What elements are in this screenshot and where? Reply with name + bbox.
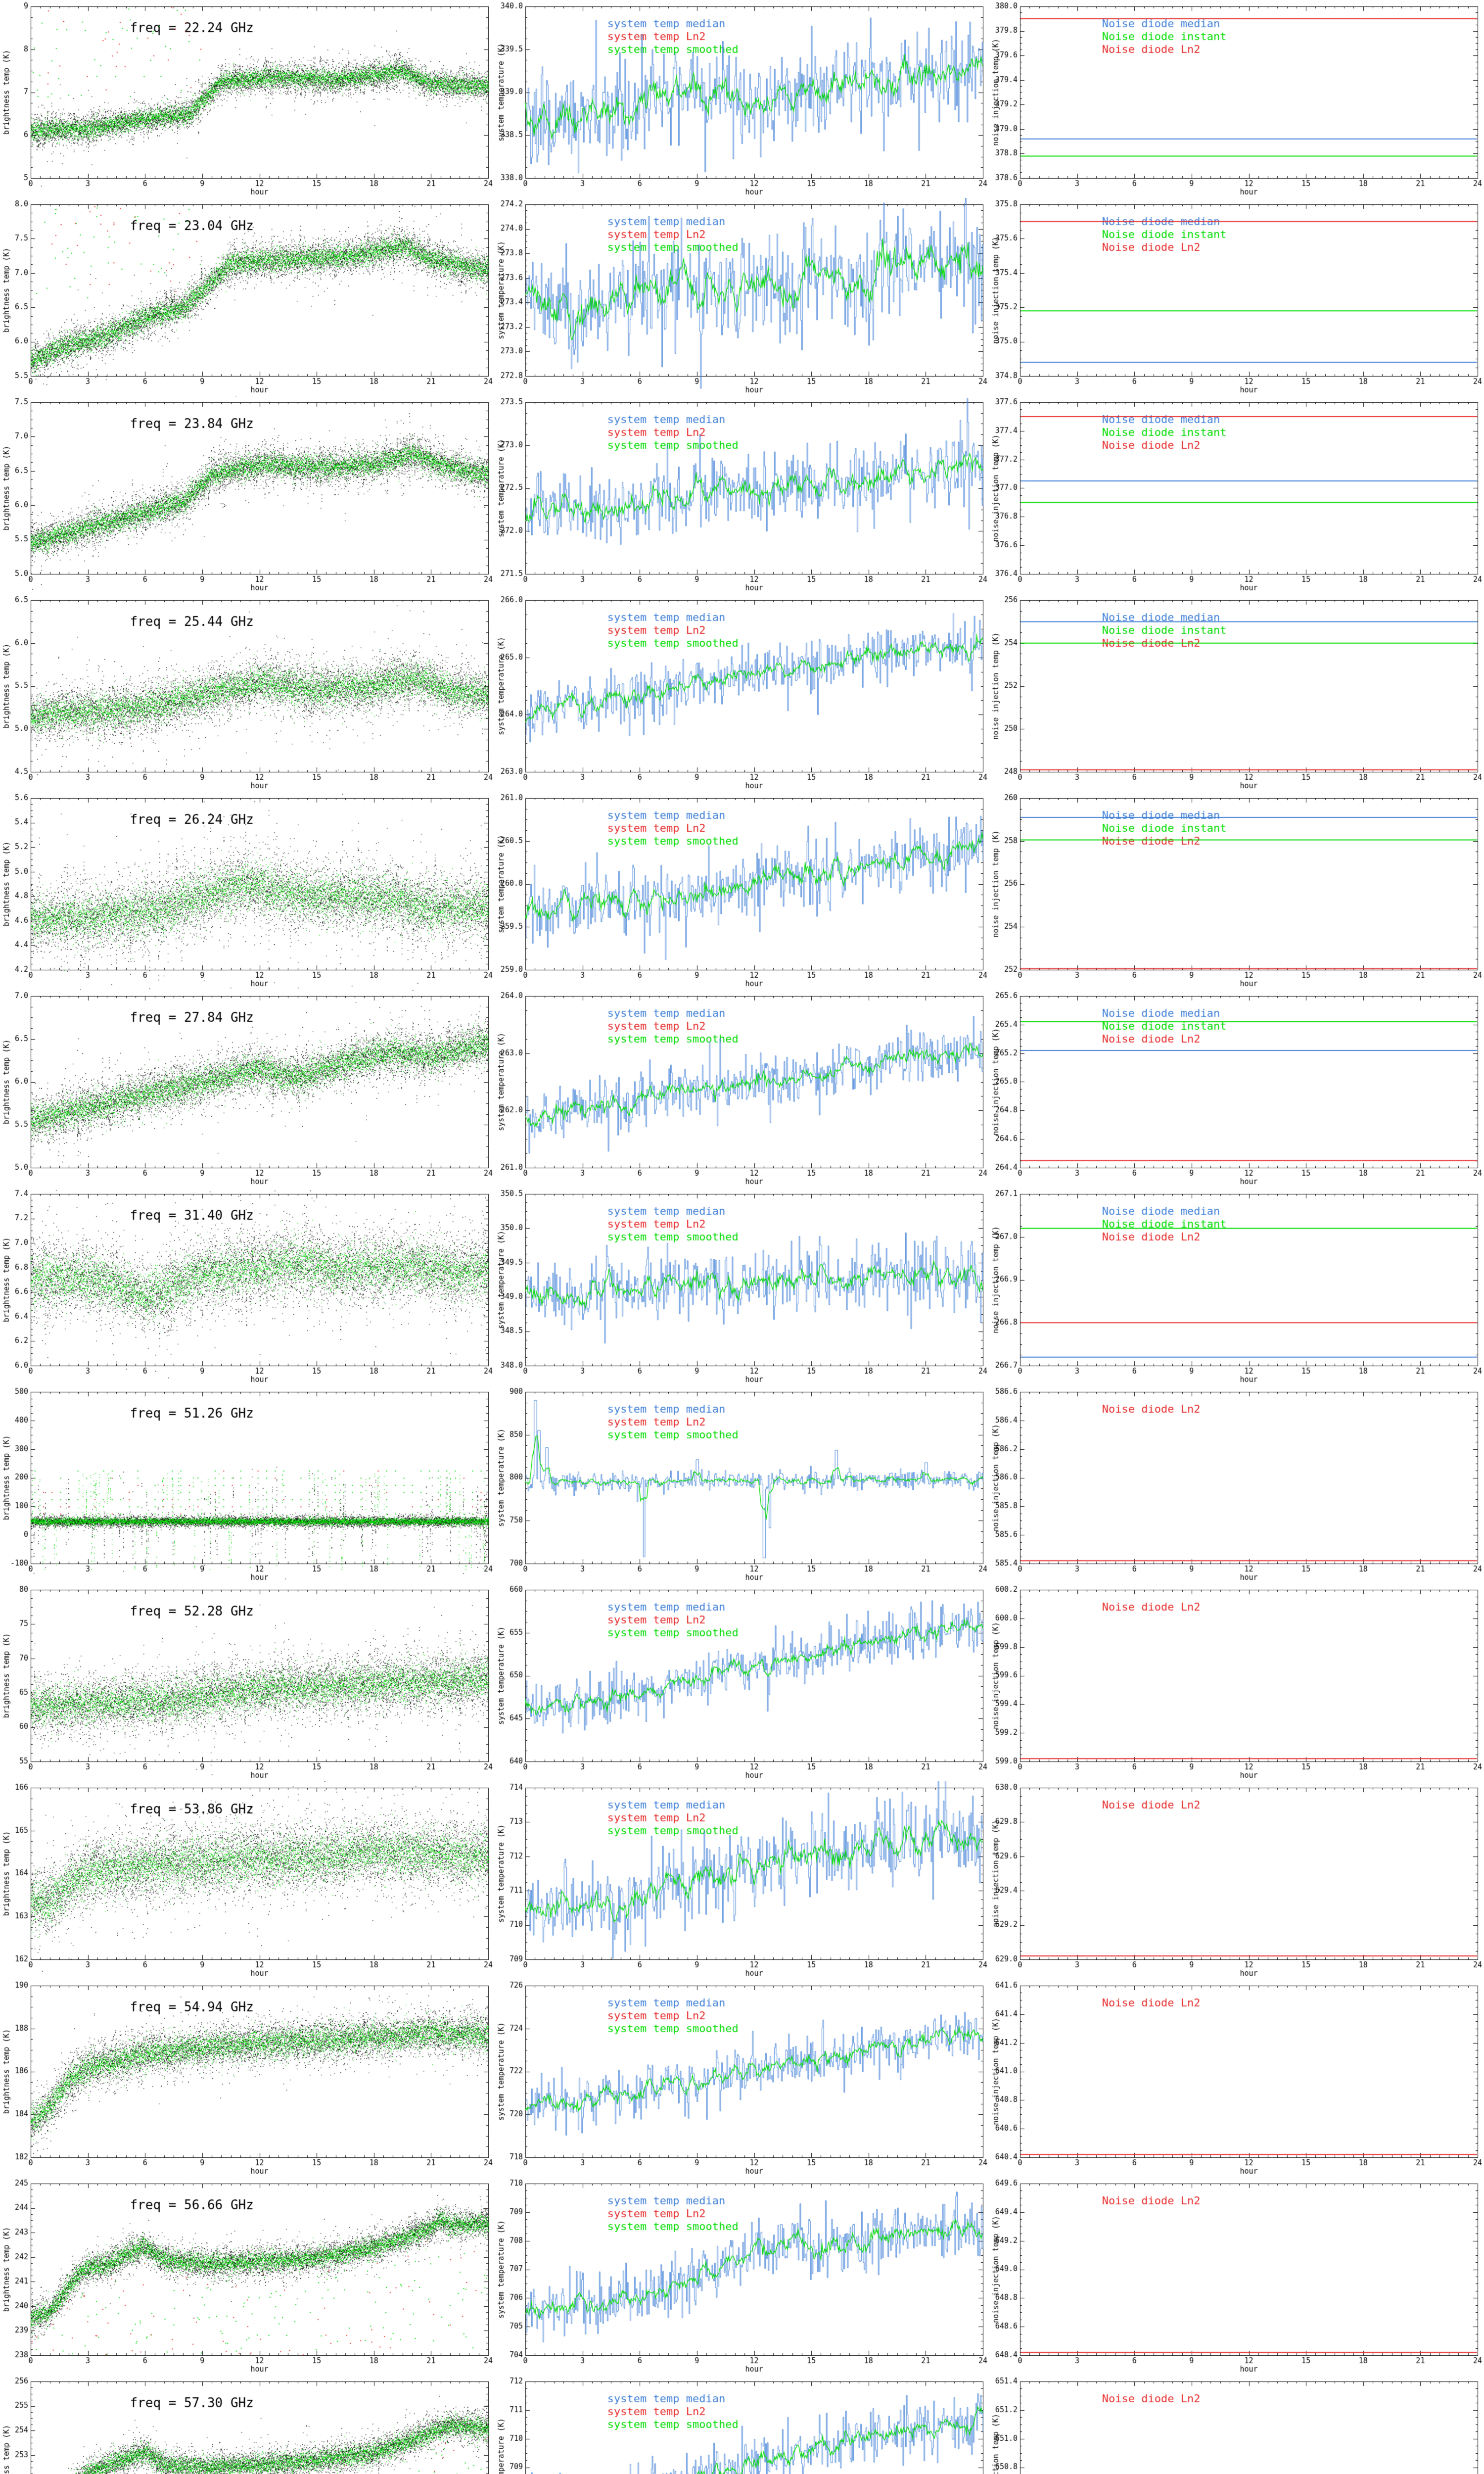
plot-cell-row7-system [495,1188,989,1385]
plot-cell-row11-brightness [0,1979,495,2177]
plot-cell-row5-noise [989,792,1484,990]
plot-cell-row10-system [495,1781,989,1979]
plot-cell-row6-brightness [0,990,495,1188]
plot-cell-row1-brightness [0,0,495,198]
plot-cell-row6-system [495,990,989,1188]
plot-cell-row13-brightness [0,2375,495,2474]
plot-cell-row7-noise [989,1188,1484,1385]
plot-cell-row10-brightness [0,1781,495,1979]
plot-cell-row2-system [495,198,989,396]
plot-cell-row7-brightness [0,1188,495,1385]
plot-cell-row4-noise [989,594,1484,792]
plot-cell-row9-system [495,1583,989,1781]
plot-cell-row4-system [495,594,989,792]
plot-cell-row12-system [495,2177,989,2375]
plot-cell-row3-system [495,396,989,594]
plot-cell-row12-noise [989,2177,1484,2375]
plot-cell-row8-brightness [0,1385,495,1583]
plot-cell-row1-system [495,0,989,198]
plot-cell-row9-noise [989,1583,1484,1781]
plot-cell-row1-noise [989,0,1484,198]
plot-cell-row8-system [495,1385,989,1583]
plot-cell-row12-brightness [0,2177,495,2375]
plot-cell-row9-brightness [0,1583,495,1781]
plot-cell-row13-system [495,2375,989,2474]
plot-cell-row3-brightness [0,396,495,594]
plot-cell-row8-noise [989,1385,1484,1583]
plot-cell-row2-brightness [0,198,495,396]
plot-cell-row13-noise [989,2375,1484,2474]
plot-cell-row3-noise [989,396,1484,594]
plot-cell-row4-brightness [0,594,495,792]
plot-cell-row2-noise [989,198,1484,396]
plot-cell-row11-noise [989,1979,1484,2177]
plot-cell-row5-brightness [0,792,495,990]
plot-cell-row11-system [495,1979,989,2177]
plot-cell-row5-system [495,792,989,990]
plot-cell-row6-noise [989,990,1484,1188]
plot-cell-row10-noise [989,1781,1484,1979]
